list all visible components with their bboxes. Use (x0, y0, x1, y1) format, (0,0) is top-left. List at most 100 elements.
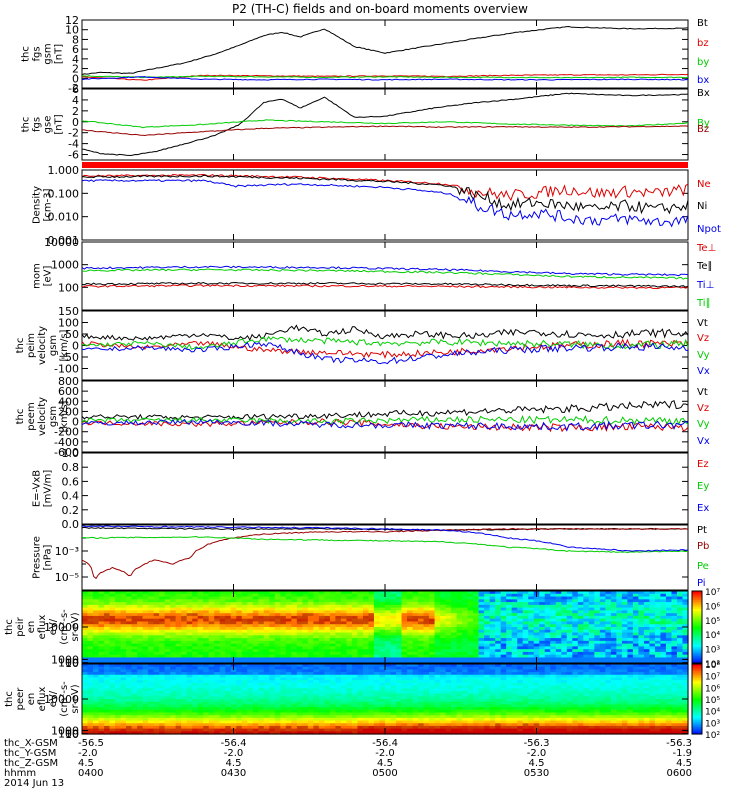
orbit-row-label: thc_Y-GSM (4, 748, 56, 759)
y-axis-label: [nT] (54, 44, 65, 64)
orbit-row-label: hhmm (4, 768, 36, 779)
y-axis-label: (cm²-s- (59, 681, 70, 717)
y-tick-label: 1000 (51, 725, 79, 738)
series-line (81, 119, 689, 129)
legend-entry: Ni (697, 201, 707, 212)
legend-entry: Ne (697, 179, 711, 190)
orbit-y-value: -1.9 (672, 748, 692, 759)
colorbar-label: 10⁷ (705, 673, 720, 683)
colorbar-label: 10³ (705, 646, 720, 656)
legend-entry: Vz (697, 403, 709, 414)
y-tick-label: 2 (72, 105, 79, 118)
y-axis-label: eflux (37, 615, 48, 640)
colorbar-label: 10² (705, 660, 720, 670)
y-tick-label: 0 (72, 72, 79, 85)
y-axis-label: thc (21, 46, 32, 62)
y-tick-label: -400 (54, 436, 79, 449)
y-axis-label: Pressure (32, 536, 43, 579)
legend-entry: Ez (697, 459, 709, 470)
y-tick-label: 1.000 (48, 164, 80, 177)
y-axis-label: peim (26, 333, 37, 358)
y-axis-label: thc (15, 409, 26, 425)
y-tick-label: 100 (58, 728, 79, 741)
y-tick-label: 0.010 (48, 211, 80, 224)
series-line (81, 284, 689, 290)
y-tick-label: 2 (72, 63, 79, 76)
orbit-x-value: -56.3 (524, 738, 550, 749)
status-bar (82, 162, 688, 168)
y-axis-label: [mV/m] (43, 470, 54, 508)
panel-frame (81, 380, 689, 453)
y-tick-label: 4 (72, 94, 79, 107)
orbit-x-value: -56.5 (78, 738, 104, 749)
legend-entry: Bx (697, 88, 710, 99)
orbit-time-value: 0600 (667, 768, 692, 779)
y-tick-label: 50 (65, 328, 79, 341)
panel-3: 0.001 0.010 0.100 1.000 Density [cm-3] Ne Ni Npo… (32, 164, 721, 247)
y-tick-label: 0 (72, 116, 79, 129)
legend-entry: bz (697, 38, 709, 49)
colorbar-label: 10³ (705, 719, 720, 729)
legend-entry: Npot (697, 224, 721, 235)
y-tick-label: -2 (68, 82, 79, 95)
y-tick-label: 10000 (44, 621, 79, 634)
panel-7: 0.00.20.4 0.60.81.0 E=-VxB [mV/m] Ez Ey Ex (32, 447, 710, 531)
colorbar-label: 10⁸ (705, 661, 720, 671)
y-tick-label: 600 (58, 385, 79, 398)
series-line (81, 335, 689, 350)
y-axis-label: eV/ (48, 690, 59, 707)
orbit-row-label: thc_X-GSM (4, 738, 58, 749)
y-tick-label: -200 (54, 426, 79, 439)
y-axis-label: Density (32, 186, 43, 224)
series-line (81, 418, 689, 433)
colorbar: 10² 10³ 10⁴ 10⁵ 10⁶ 10⁷ (691, 588, 720, 670)
panel-4: 100 1000 10000 mom [eV] Te⊥ Te∥ Ti⊥ Ti∥ (32, 236, 716, 311)
legend-entry: Vx (697, 366, 710, 377)
y-tick-label: 10 (65, 728, 79, 741)
series-line (81, 400, 689, 421)
y-axis-label: peir (15, 616, 26, 636)
spectrogram (82, 591, 689, 664)
y-tick-label: 100 (58, 317, 79, 330)
y-axis-label: [nT] (54, 114, 65, 134)
y-tick-label: 0.100 (48, 187, 80, 200)
y-axis-label: eV/ (48, 618, 59, 635)
y-tick-label: -2 (68, 127, 79, 140)
series-line (81, 525, 689, 552)
y-axis-label: fgs (32, 46, 43, 61)
orbit-x-value: -56.3 (666, 738, 692, 749)
y-tick-label: 0.2 (62, 504, 80, 517)
y-axis-label: thc (4, 619, 15, 635)
y-axis-label: (cm²-s- (59, 609, 70, 645)
legend-entry: Te∥ (696, 261, 713, 272)
y-axis-label: gse (43, 116, 54, 134)
series-line (81, 179, 689, 228)
y-tick-label: 10 (65, 24, 79, 37)
legend-entry: Vx (697, 436, 710, 447)
y-tick-label: 10000 (44, 236, 79, 249)
y-axis-label: sr-eV) (70, 684, 81, 713)
orbit-y-value: -2.0 (78, 748, 98, 759)
panel-frame (81, 524, 689, 591)
series-line (82, 535, 689, 554)
y-axis-label: gsm (48, 406, 59, 427)
series-line (81, 527, 689, 580)
y-tick-label: 4 (72, 53, 79, 66)
y-axis-label: en (26, 693, 37, 706)
legend-entry: Ey (697, 481, 709, 492)
colorbar-label: 10⁶ (705, 684, 720, 694)
y-axis-label: [nPa] (43, 544, 54, 570)
y-tick-label: 6 (72, 43, 79, 56)
legend-entry: Pi (697, 578, 706, 589)
legend-entry: Vt (697, 318, 708, 329)
legend-entry: Pe (697, 561, 709, 572)
legend-entry: Pt (697, 525, 707, 536)
legend-entry: By (697, 118, 710, 129)
colorbar-label: 10⁵ (705, 617, 720, 627)
y-tick-label: 800 (58, 375, 79, 388)
y-tick-label: 10⁻³ (55, 545, 79, 558)
orbit-z-value: 4.5 (529, 758, 545, 769)
legend-entry: Ti⊥ (696, 280, 714, 291)
